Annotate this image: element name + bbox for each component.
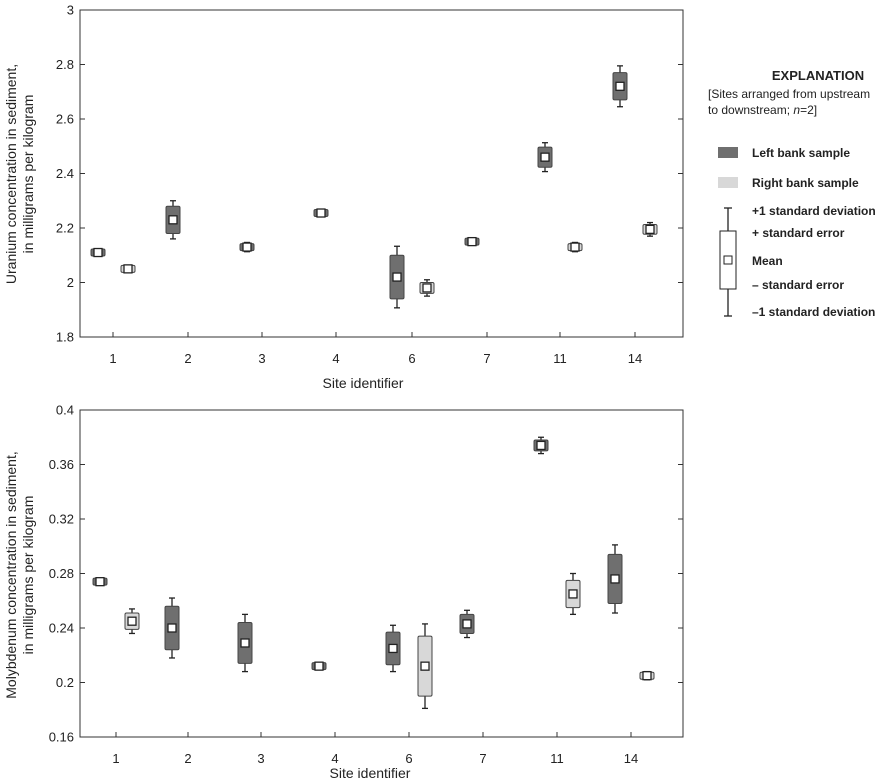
legend-plus-se: + standard error bbox=[752, 226, 845, 240]
legend-minus-sd: –1 standard deviation bbox=[752, 305, 875, 319]
mean-marker bbox=[240, 638, 250, 648]
mean-marker bbox=[570, 242, 580, 252]
x-axis: 1 2 3 4 6 7 11 14 bbox=[109, 332, 642, 366]
legend-plus-sd: +1 standard deviation bbox=[752, 204, 876, 218]
mean-marker bbox=[642, 671, 652, 681]
x-tick-label: 4 bbox=[332, 351, 339, 366]
y-axis-title-line1: Molybdenum concentration in sediment, bbox=[3, 451, 19, 698]
legend-mean: Mean bbox=[752, 254, 783, 268]
x-tick-label: 4 bbox=[331, 751, 338, 766]
molybdenum-chart: 0.16 0.2 0.24 0.28 0.32 0.36 0.4 1 2 3 4 6 7 11 14 Si… bbox=[3, 403, 684, 781]
x-tick-label: 11 bbox=[550, 751, 564, 766]
x-tick-label: 7 bbox=[479, 751, 486, 766]
x-axis-title: Site identifier bbox=[323, 375, 404, 391]
legend-title: EXPLANATION bbox=[772, 68, 864, 83]
y-tick-label: 2.2 bbox=[56, 221, 74, 236]
mean-marker bbox=[645, 224, 655, 235]
box-series bbox=[90, 65, 658, 309]
legend-right-swatch bbox=[718, 177, 738, 188]
legend-note-n: n bbox=[793, 103, 800, 117]
x-tick-label: 1 bbox=[109, 351, 116, 366]
mean-marker bbox=[422, 283, 432, 293]
x-tick-label: 2 bbox=[184, 351, 191, 366]
mean-marker bbox=[392, 272, 402, 282]
legend-note-line2: to downstream; n=2] bbox=[708, 103, 817, 117]
uranium-chart: 1.8 2 2.2 2.4 2.6 2.8 3 1 2 3 4 6 7 11 14 Site identi… bbox=[3, 3, 684, 391]
x-tick-label: 6 bbox=[405, 751, 412, 766]
y-tick-label: 1.8 bbox=[56, 330, 74, 345]
x-tick-label: 11 bbox=[553, 351, 567, 366]
y-tick-label: 0.28 bbox=[49, 566, 74, 581]
legend-left-label: Left bank sample bbox=[752, 146, 850, 160]
mean-marker bbox=[167, 623, 177, 633]
x-axis: 1 2 3 4 6 7 11 14 bbox=[112, 732, 638, 766]
plot-frame bbox=[79, 9, 684, 338]
y-tick-label: 0.4 bbox=[56, 403, 74, 418]
x-tick-label: 3 bbox=[257, 751, 264, 766]
x-tick-label: 7 bbox=[483, 351, 490, 366]
y-tick-label: 2.6 bbox=[56, 112, 74, 127]
y-tick-label: 0.24 bbox=[49, 621, 74, 636]
mean-marker bbox=[467, 236, 477, 247]
y-tick-label: 2 bbox=[67, 275, 74, 290]
mean-marker bbox=[540, 152, 550, 162]
legend-mean-marker bbox=[723, 255, 733, 265]
y-tick-label: 0.16 bbox=[49, 730, 74, 745]
mean-marker bbox=[420, 661, 430, 671]
y-axis-title-line2: in milligrams per kilogram bbox=[20, 95, 36, 254]
legend-minus-se: – standard error bbox=[752, 278, 844, 292]
mean-marker bbox=[168, 215, 178, 225]
x-tick-label: 14 bbox=[624, 751, 638, 766]
y-axis: 1.8 2 2.2 2.4 2.6 2.8 3 bbox=[56, 3, 683, 345]
mean-marker bbox=[95, 577, 105, 587]
mean-marker bbox=[462, 619, 472, 629]
y-axis-title-line1: Uranium concentration in sediment, bbox=[3, 64, 19, 284]
mean-marker bbox=[388, 643, 398, 654]
y-tick-label: 0.2 bbox=[56, 675, 74, 690]
y-axis-title-line2: in milligrams per kilogram bbox=[20, 496, 36, 655]
mean-marker bbox=[316, 208, 326, 218]
mean-marker bbox=[615, 81, 625, 91]
y-axis: 0.16 0.2 0.24 0.28 0.32 0.36 0.4 bbox=[49, 403, 683, 745]
mean-marker bbox=[610, 574, 620, 584]
x-tick-label: 3 bbox=[258, 351, 265, 366]
y-tick-label: 0.36 bbox=[49, 457, 74, 472]
legend-note-end: =2] bbox=[800, 103, 817, 117]
x-tick-label: 2 bbox=[184, 751, 191, 766]
mean-marker bbox=[536, 440, 546, 451]
y-tick-label: 2.8 bbox=[56, 57, 74, 72]
x-axis-title: Site identifier bbox=[330, 765, 411, 781]
legend: EXPLANATION [Sites arranged from upstrea… bbox=[708, 68, 876, 319]
mean-marker bbox=[242, 242, 252, 252]
x-tick-label: 14 bbox=[628, 351, 642, 366]
mean-marker bbox=[123, 264, 133, 274]
plot-frame bbox=[79, 409, 684, 738]
y-tick-label: 3 bbox=[67, 3, 74, 18]
mean-marker bbox=[568, 589, 578, 599]
x-tick-label: 1 bbox=[112, 751, 119, 766]
legend-right-label: Right bank sample bbox=[752, 176, 859, 190]
legend-note-line1: [Sites arranged from upstream bbox=[708, 87, 870, 101]
mean-marker bbox=[127, 616, 137, 626]
legend-note-text: to downstream; bbox=[708, 103, 793, 117]
mean-marker bbox=[93, 247, 103, 258]
y-tick-label: 0.32 bbox=[49, 512, 74, 527]
y-tick-label: 2.4 bbox=[56, 166, 74, 181]
box-series bbox=[92, 436, 655, 710]
mean-marker bbox=[314, 661, 324, 671]
x-tick-label: 6 bbox=[408, 351, 415, 366]
legend-left-swatch bbox=[718, 147, 738, 158]
